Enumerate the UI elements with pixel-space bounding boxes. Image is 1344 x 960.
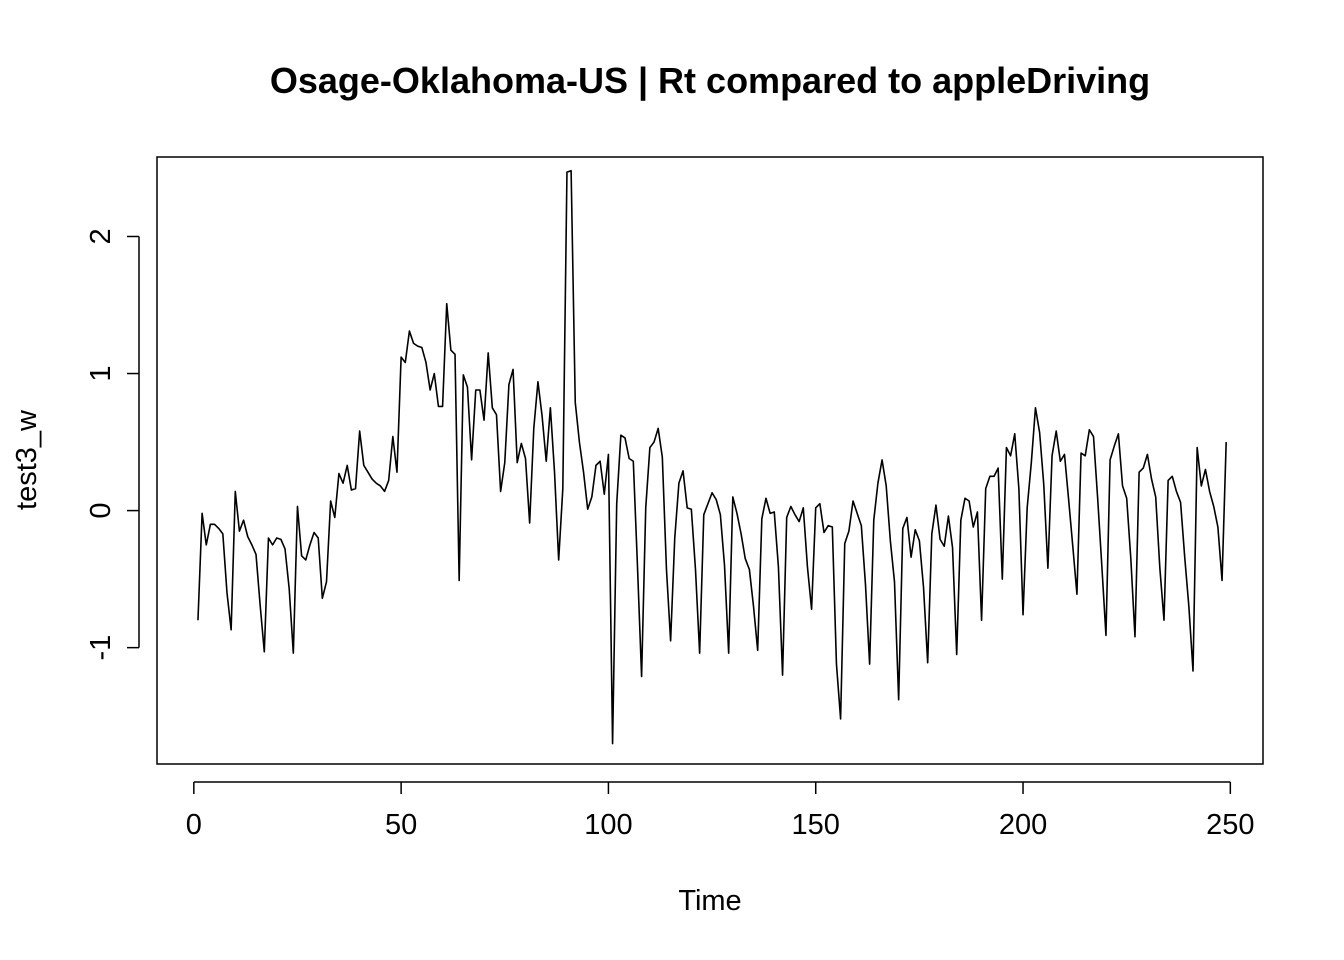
x-axis-label: Time <box>678 885 741 917</box>
x-tick-label: 150 <box>792 809 840 841</box>
series-line <box>197 169 1227 745</box>
plot-frame <box>156 156 1264 765</box>
y-tick-label: -1 <box>85 635 117 661</box>
chart-title: Osage-Oklahoma-US | Rt compared to apple… <box>270 60 1150 102</box>
y-tick-label: 1 <box>85 365 117 381</box>
x-tick-label: 50 <box>385 809 417 841</box>
y-axis-label: test3_w <box>11 409 43 510</box>
x-tick-label: 100 <box>584 809 632 841</box>
x-tick-label: 0 <box>186 809 202 841</box>
series-layer <box>197 169 1227 745</box>
x-tick-label: 200 <box>999 809 1047 841</box>
x-axis: 0 50 100 150 200 250 <box>186 781 1255 841</box>
y-tick-label: 2 <box>85 228 117 244</box>
y-tick-label: 0 <box>85 503 117 519</box>
x-tick-label: 250 <box>1206 809 1254 841</box>
y-axis: -1 0 1 2 <box>85 228 140 661</box>
